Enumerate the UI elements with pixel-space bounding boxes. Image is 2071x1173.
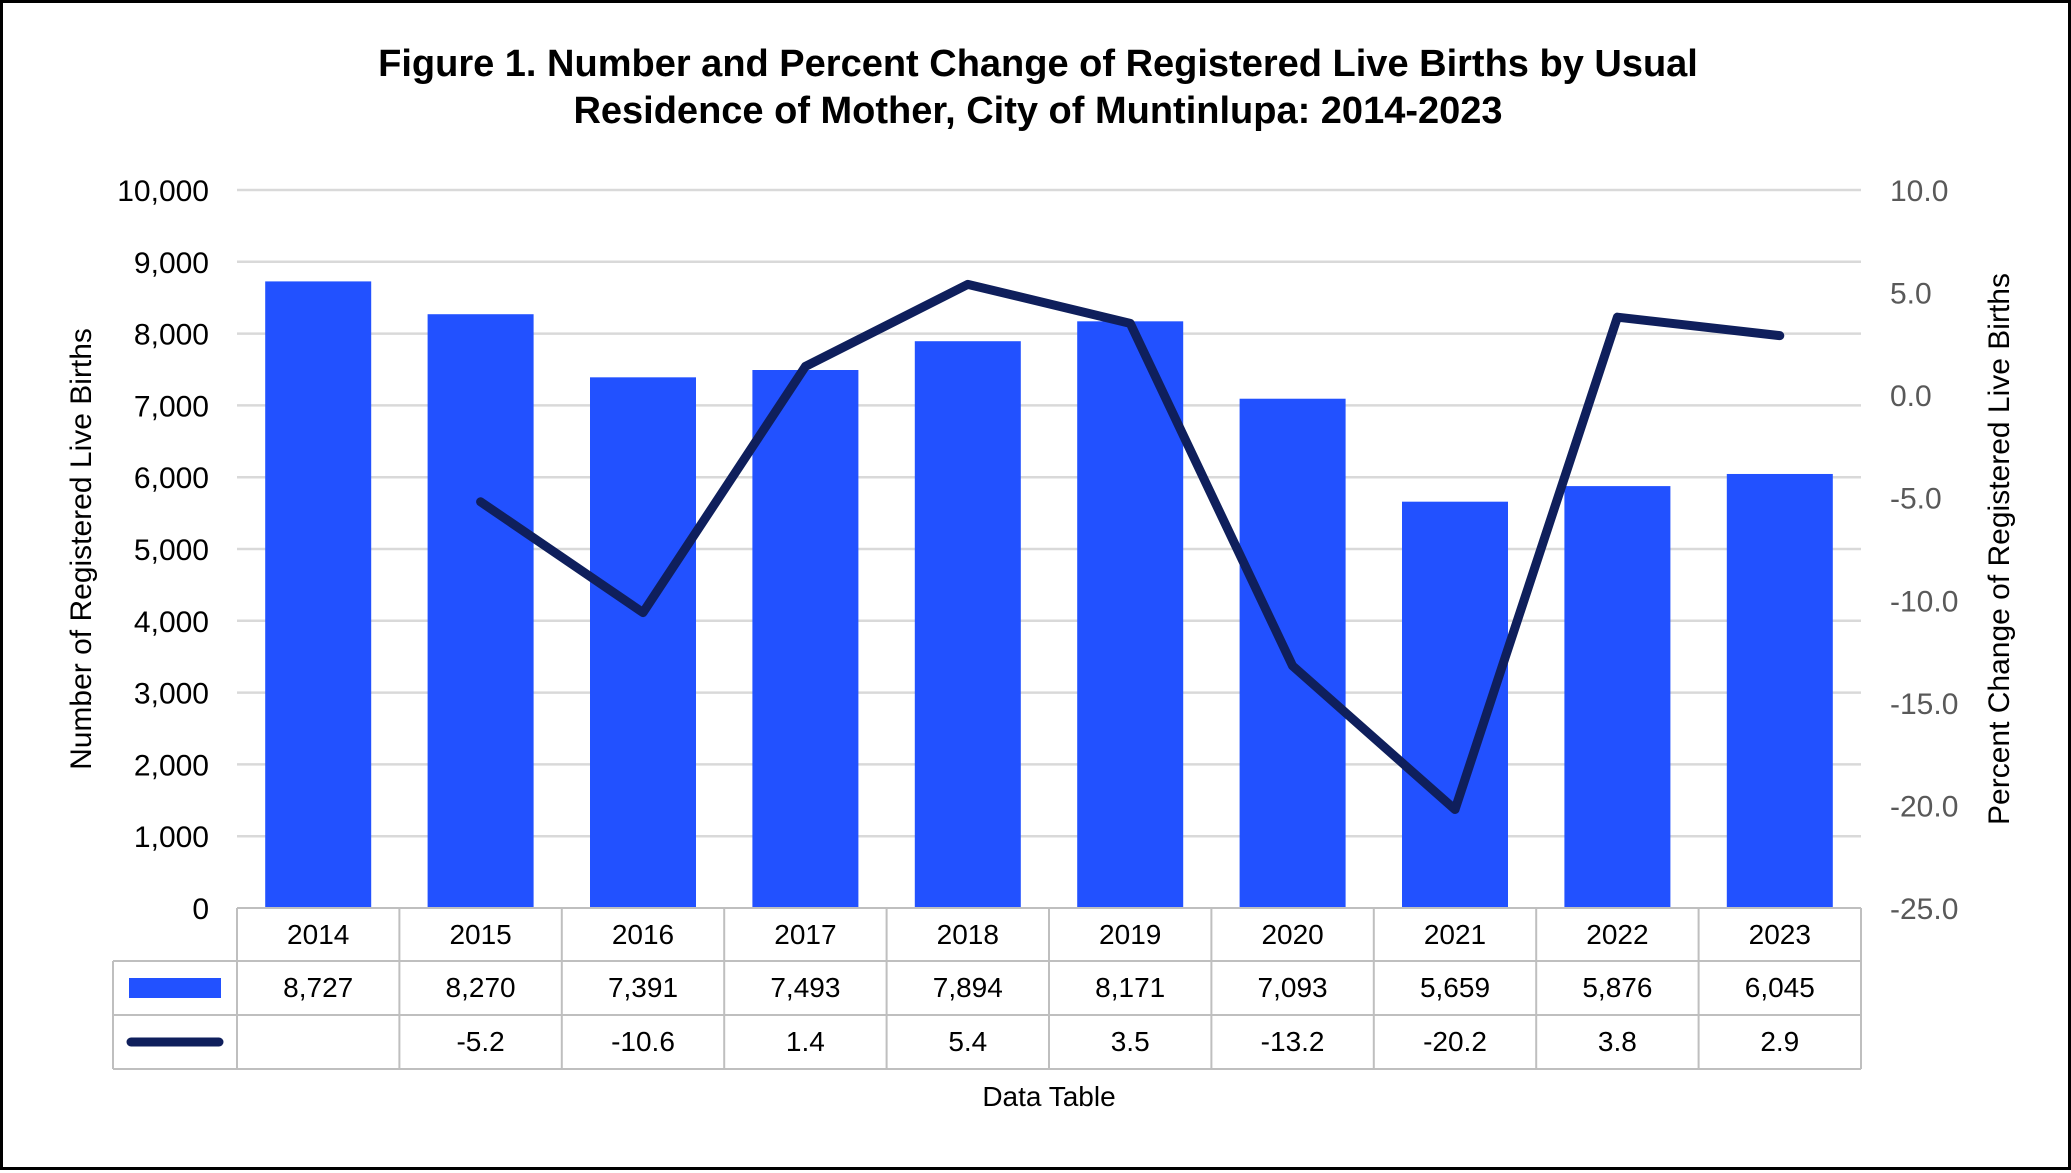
percent-value-label: -10.6 [611,1026,675,1057]
x-category-label: 2021 [1424,919,1486,950]
x-category-label: 2023 [1749,919,1811,950]
y-tick-label: 8,000 [134,319,209,352]
line-point [642,612,644,614]
y-tick-label: 1,000 [134,821,209,854]
bar [1726,473,1833,908]
bar-value-label: 7,894 [933,972,1003,1003]
line-series [476,279,1785,815]
y2-tick-label: 5.0 [1890,278,1932,311]
bar-value-label: 5,659 [1420,972,1490,1003]
bar-value-label: 8,270 [446,972,516,1003]
percent-value-label: -5.2 [456,1026,504,1057]
bar [427,314,534,908]
percent-value-label: 1.4 [786,1026,825,1057]
bar-value-label: 8,171 [1095,972,1165,1003]
percent-value-label: -13.2 [1261,1026,1325,1057]
data-table: 2014 2015 2016 2017 2018 2019 2020 2021 2022 2023… [112,907,1862,1070]
y-tick-label: 2,000 [134,749,209,782]
left-axis: 0 1,000 2,000 3,000 4,000 5,000 6,000 7,000 8,00… [117,175,209,926]
x-category-label: 2015 [449,919,511,950]
percent-value-label: 3.8 [1598,1026,1637,1057]
data-table-caption: Data Table [982,1081,1115,1112]
line-point [1454,809,1456,811]
bar-value-label: 7,493 [770,972,840,1003]
bar-value-label: 7,391 [608,972,678,1003]
y-tick-label: 5,000 [134,534,209,567]
line-point [1779,335,1781,337]
bar-series [265,281,1833,909]
y2-tick-label: -25.0 [1890,893,1958,926]
line-point [1616,316,1618,318]
bar [1564,486,1671,908]
percent-value-label: -20.2 [1423,1026,1487,1057]
y-tick-label: 10,000 [117,175,209,208]
y2-tick-label: 0.0 [1890,380,1932,413]
y-tick-label: 9,000 [134,247,209,280]
y2-tick-label: 10.0 [1890,175,1948,208]
x-category-label: 2016 [612,919,674,950]
bar [1239,398,1346,908]
y2-tick-label: -15.0 [1890,688,1958,721]
percent-value-label: 3.5 [1111,1026,1150,1057]
chart-title-line-1: Figure 1. Number and Percent Change of R… [378,43,1698,85]
y-tick-label: 4,000 [134,606,209,639]
y2-tick-label: -20.0 [1890,790,1958,823]
bar [590,377,696,909]
line-point [804,365,806,367]
line-point [480,501,482,503]
bar [914,341,1021,908]
bar-value-label: 6,045 [1745,972,1815,1003]
chart-title-line-2: Residence of Mother, City of Muntinlupa:… [573,90,1502,132]
line-point [1292,665,1294,667]
y2-tick-label: -10.0 [1890,585,1958,618]
x-category-label: 2020 [1261,919,1323,950]
line-point [967,283,969,285]
y-axis-label: Number of Registered Live Births [65,328,98,770]
bar-value-label: 5,876 [1582,972,1652,1003]
y-tick-label: 0 [192,893,209,926]
percent-value-label: 5.4 [948,1026,987,1057]
bar [265,281,372,909]
y2-axis-label: Percent Change of Registered Live Births [1983,273,2016,825]
y2-tick-label: -5.0 [1890,483,1942,516]
combo-chart: Figure 1. Number and Percent Change of R… [65,43,2016,1112]
x-category-label: 2018 [937,919,999,950]
right-axis: -25.0 -20.0 -15.0 -10.0 -5.0 0.0 5.0 10.0 [1890,175,1958,926]
bar [1077,321,1184,908]
x-category-label: 2019 [1099,919,1161,950]
line-point [1129,322,1131,324]
percent-value-label: 2.9 [1760,1026,1799,1057]
legend-key-bar [129,978,221,998]
y-tick-label: 3,000 [134,678,209,711]
bar-value-label: 7,093 [1258,972,1328,1003]
x-category-label: 2022 [1586,919,1648,950]
bar [752,370,859,909]
y-tick-label: 6,000 [134,462,209,495]
bar-value-label: 8,727 [283,972,353,1003]
y-tick-label: 7,000 [134,390,209,423]
x-category-label: 2014 [287,919,349,950]
x-category-label: 2017 [774,919,836,950]
